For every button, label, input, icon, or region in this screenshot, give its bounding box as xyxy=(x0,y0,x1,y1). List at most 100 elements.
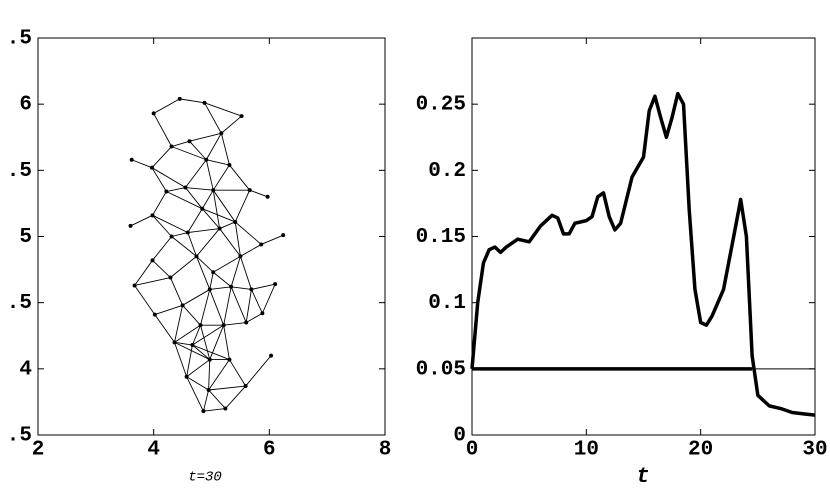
mesh-edge xyxy=(154,314,175,343)
x-axis-label: t xyxy=(636,464,649,489)
mesh-node xyxy=(227,357,232,362)
mesh-edge xyxy=(212,271,232,288)
mesh-node xyxy=(221,323,226,328)
mesh-node xyxy=(198,323,203,328)
mesh-edge xyxy=(182,289,210,306)
mesh-edge xyxy=(245,355,272,387)
mesh-node xyxy=(217,226,222,231)
axes-frame xyxy=(471,37,816,436)
mesh-node xyxy=(273,282,278,287)
mesh-edge xyxy=(134,260,153,286)
mesh-edge xyxy=(223,325,230,360)
mesh-node xyxy=(233,219,238,224)
mesh-edge xyxy=(203,408,226,412)
mesh-edge xyxy=(245,312,263,323)
mesh-edge xyxy=(171,232,188,237)
mesh-edge xyxy=(212,190,221,229)
mesh-edge xyxy=(174,305,184,343)
mesh-edge xyxy=(153,113,172,147)
mesh-node xyxy=(169,144,174,149)
mesh-edge xyxy=(152,236,172,261)
mesh-edge xyxy=(223,286,232,326)
y-tick-label: 5 xyxy=(19,226,32,249)
mesh-node xyxy=(223,406,228,411)
mesh-edge xyxy=(261,234,284,245)
mesh-edge xyxy=(200,289,211,326)
mesh-edge xyxy=(249,189,268,198)
mesh-edge xyxy=(201,208,220,229)
mesh-node xyxy=(204,157,209,162)
mesh-edge xyxy=(186,376,204,412)
mesh-node xyxy=(180,303,185,308)
mesh-node xyxy=(244,320,249,325)
mesh-edge xyxy=(231,286,252,290)
mesh-node xyxy=(227,163,232,168)
mesh-edge xyxy=(223,322,247,326)
mesh-edge xyxy=(212,189,236,223)
mesh-edge xyxy=(166,191,203,210)
y-tick-label: .5 xyxy=(7,160,32,183)
mesh-node xyxy=(151,111,156,116)
mesh-edge xyxy=(261,283,276,314)
mesh-node xyxy=(211,188,216,193)
mesh-edge xyxy=(189,132,222,142)
mesh-node xyxy=(128,223,133,228)
mesh-edge xyxy=(220,133,230,166)
x-tick-label: 4 xyxy=(147,439,160,462)
mesh-node xyxy=(206,388,211,393)
x-tick-label: 20 xyxy=(688,439,713,462)
mesh-node xyxy=(129,157,134,162)
mesh-edge xyxy=(200,325,211,360)
mesh-edge xyxy=(209,286,232,290)
mesh-edge xyxy=(154,304,183,316)
mesh-node xyxy=(200,206,205,211)
mesh-edge xyxy=(151,167,186,188)
y-tick-label: 0.15 xyxy=(416,226,466,249)
mesh-edge xyxy=(209,289,225,326)
mesh-edge xyxy=(202,389,210,412)
mesh-node xyxy=(187,139,192,144)
mesh-node xyxy=(202,100,207,105)
y-tick-label: 0.1 xyxy=(428,292,466,315)
mesh-edge xyxy=(152,191,167,216)
mesh-node xyxy=(269,353,274,358)
mesh-edge xyxy=(186,376,209,391)
mesh-edge xyxy=(192,344,211,360)
mesh-edge xyxy=(186,344,193,377)
mesh-edge xyxy=(196,256,214,273)
mesh-edge xyxy=(170,256,197,278)
mesh-edge xyxy=(174,324,201,343)
mesh-node xyxy=(201,409,206,414)
mesh-node xyxy=(190,343,195,348)
mesh-edge xyxy=(185,159,207,188)
mesh-node xyxy=(219,131,224,136)
series-line xyxy=(470,91,816,417)
y-tick-label: 0.25 xyxy=(416,94,466,117)
caption: t=30 xyxy=(188,470,222,486)
mesh-node xyxy=(177,96,182,101)
mesh-edge xyxy=(187,228,220,233)
mesh-edge xyxy=(174,342,188,377)
mesh-node xyxy=(207,287,212,292)
x-tick-label: 0 xyxy=(466,439,479,462)
y-tick-label: 0.05 xyxy=(416,358,466,381)
mesh-edge xyxy=(208,389,226,409)
mesh-node xyxy=(243,384,248,389)
mesh-node xyxy=(132,283,137,288)
mesh-edge xyxy=(130,214,153,227)
mesh-edge xyxy=(151,146,172,168)
mesh-edge xyxy=(239,256,252,290)
mesh-node xyxy=(260,311,265,316)
mesh-edge xyxy=(208,359,230,391)
mesh-edge xyxy=(205,133,222,160)
mesh-edge xyxy=(151,167,167,192)
mesh-edge xyxy=(171,140,190,147)
mesh-edge xyxy=(230,286,247,323)
mesh-edge xyxy=(251,283,276,290)
mesh-node xyxy=(259,242,264,247)
y-tick-label: .5 xyxy=(7,425,32,448)
mesh-edge xyxy=(234,221,262,245)
mesh-edge xyxy=(185,187,203,209)
x-tick-label: 30 xyxy=(802,439,827,462)
